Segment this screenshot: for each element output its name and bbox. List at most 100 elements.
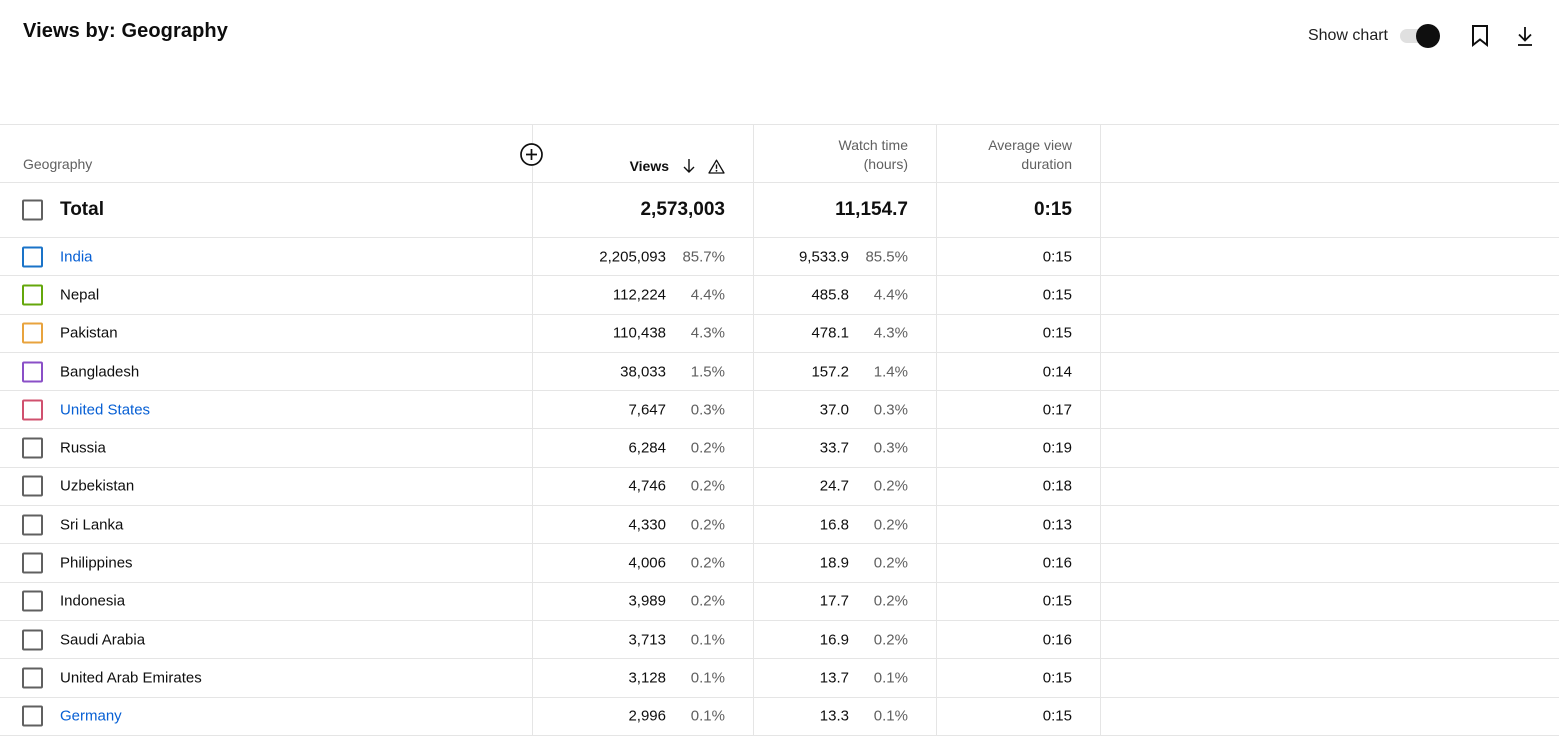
views-cell: 4,330 0.2%: [533, 506, 754, 544]
table-header-row: Geography Views: [0, 125, 1559, 183]
watch-time-column-header[interactable]: Watch time (hours): [839, 136, 909, 174]
row-checkbox[interactable]: [22, 361, 43, 383]
avg-view-duration-column-header[interactable]: Average view duration: [988, 136, 1072, 174]
total-checkbox[interactable]: [22, 199, 43, 221]
country-name[interactable]: Germany: [60, 707, 122, 725]
row-checkbox[interactable]: [22, 552, 43, 574]
geography-table: Geography Views: [0, 124, 1559, 736]
watch-time-percent: 0.1%: [873, 669, 908, 687]
watch-time-percent: 4.4%: [873, 286, 908, 304]
avg-view-duration-header-cell: Average view duration: [937, 125, 1101, 182]
views-value: 38,033: [620, 363, 666, 381]
arrow-down-icon[interactable]: [681, 158, 697, 174]
show-chart-toggle[interactable]: [1398, 24, 1440, 48]
total-watch-time: 11,154.7: [835, 199, 908, 220]
total-row: Total 2,573,003 11,154.7 0:15: [0, 183, 1559, 238]
row-checkbox[interactable]: [22, 667, 43, 689]
avg-view-duration-value: 0:15: [1042, 707, 1072, 725]
download-button[interactable]: [1509, 20, 1541, 52]
watch-time-cell: 9,533.9 85.5%: [754, 238, 937, 276]
avg-view-duration-value: 0:19: [1042, 439, 1072, 457]
watch-time-value: 9,533.9: [798, 248, 849, 266]
watch-time-cell: 13.7 0.1%: [754, 659, 937, 697]
row-checkbox[interactable]: [22, 514, 43, 536]
views-value: 4,746: [628, 477, 666, 495]
table-row: Uzbekistan 4,746 0.2% 24.7 0.2% 0:18: [0, 467, 1559, 507]
watch-time-value: 13.3: [819, 707, 849, 725]
watch-time-percent: 0.2%: [873, 516, 908, 534]
views-percent: 0.1%: [690, 669, 725, 687]
avg-view-duration-cell: 0:15: [937, 582, 1101, 620]
bookmark-button[interactable]: [1464, 20, 1496, 52]
watch-time-value: 16.8: [819, 516, 849, 534]
row-checkbox[interactable]: [22, 399, 43, 421]
views-cell: 4,746 0.2%: [533, 467, 754, 506]
geo-cell: Sri Lanka: [0, 506, 533, 544]
geo-cell: India: [0, 238, 533, 276]
avg-view-duration-header-line1: Average view: [988, 137, 1072, 153]
avg-view-duration-cell: 0:16: [937, 620, 1101, 659]
geo-cell: Germany: [0, 697, 533, 735]
avg-view-duration-cell: 0:17: [937, 391, 1101, 429]
rest-cell: [1101, 468, 1559, 505]
geo-cell: Russia: [0, 429, 533, 467]
watch-time-cell: 478.1 4.3%: [754, 314, 937, 352]
views-percent: 0.3%: [690, 401, 725, 419]
views-cell: 38,033 1.5%: [533, 352, 754, 391]
views-value: 3,128: [628, 669, 666, 687]
row-checkbox[interactable]: [22, 284, 43, 306]
bookmark-icon: [1472, 25, 1488, 48]
views-percent: 4.3%: [690, 324, 725, 342]
table-row: Pakistan 110,438 4.3% 478.1 4.3% 0:15: [0, 314, 1559, 353]
watch-time-cell: 24.7 0.2%: [754, 467, 937, 506]
watch-time-percent: 0.2%: [873, 477, 908, 495]
row-checkbox[interactable]: [22, 705, 43, 727]
geo-cell: Indonesia: [0, 582, 533, 620]
add-column-button[interactable]: [519, 142, 544, 167]
country-name: Bangladesh: [60, 363, 140, 381]
views-percent: 4.4%: [690, 286, 725, 304]
country-name: Saudi Arabia: [60, 631, 146, 649]
row-checkbox[interactable]: [22, 322, 43, 344]
rest-cell: [1101, 659, 1559, 696]
watch-time-value: 16.9: [819, 631, 849, 649]
table-row: Philippines 4,006 0.2% 18.9 0.2% 0:16: [0, 544, 1559, 583]
row-checkbox[interactable]: [22, 629, 43, 651]
country-name[interactable]: United States: [60, 401, 151, 419]
row-checkbox[interactable]: [22, 590, 43, 612]
watch-time-percent: 0.2%: [873, 592, 908, 610]
views-cell: 3,989 0.2%: [533, 582, 754, 620]
watch-time-value: 478.1: [811, 324, 849, 342]
avg-view-duration-value: 0:16: [1042, 631, 1072, 649]
row-checkbox[interactable]: [22, 475, 43, 497]
watch-time-header-cell: Watch time (hours): [754, 125, 937, 182]
views-cell: 7,647 0.3%: [533, 391, 754, 429]
warning-icon[interactable]: [707, 158, 725, 174]
views-percent: 0.2%: [690, 554, 725, 572]
country-name: Nepal: [60, 286, 100, 304]
country-name[interactable]: India: [60, 248, 93, 266]
views-column-header[interactable]: Views: [630, 158, 725, 174]
views-cell: 110,438 4.3%: [533, 314, 754, 352]
views-value: 110,438: [612, 324, 666, 342]
watch-time-percent: 0.2%: [873, 631, 908, 649]
rest-cell: [1101, 506, 1559, 543]
rest-cell: [1101, 315, 1559, 352]
table-row: Russia 6,284 0.2% 33.7 0.3% 0:19: [0, 429, 1559, 468]
views-value: 2,205,093: [599, 248, 666, 266]
avg-view-duration-value: 0:18: [1042, 477, 1072, 495]
row-checkbox[interactable]: [22, 437, 43, 459]
views-cell: 4,006 0.2%: [533, 544, 754, 582]
row-checkbox[interactable]: [22, 246, 43, 268]
avg-view-duration-cell: 0:15: [937, 276, 1101, 314]
total-views: 2,573,003: [640, 199, 725, 220]
geo-cell: United Arab Emirates: [0, 659, 533, 697]
country-name: Pakistan: [60, 324, 118, 342]
geography-column-header[interactable]: Geography: [23, 156, 93, 172]
rest-cell: [1101, 583, 1559, 620]
rest-cell: [1101, 621, 1559, 658]
total-watch-cell: 11,154.7: [754, 183, 937, 237]
watch-time-percent: 1.4%: [873, 363, 908, 381]
page-title: Views by: Geography: [23, 20, 228, 42]
